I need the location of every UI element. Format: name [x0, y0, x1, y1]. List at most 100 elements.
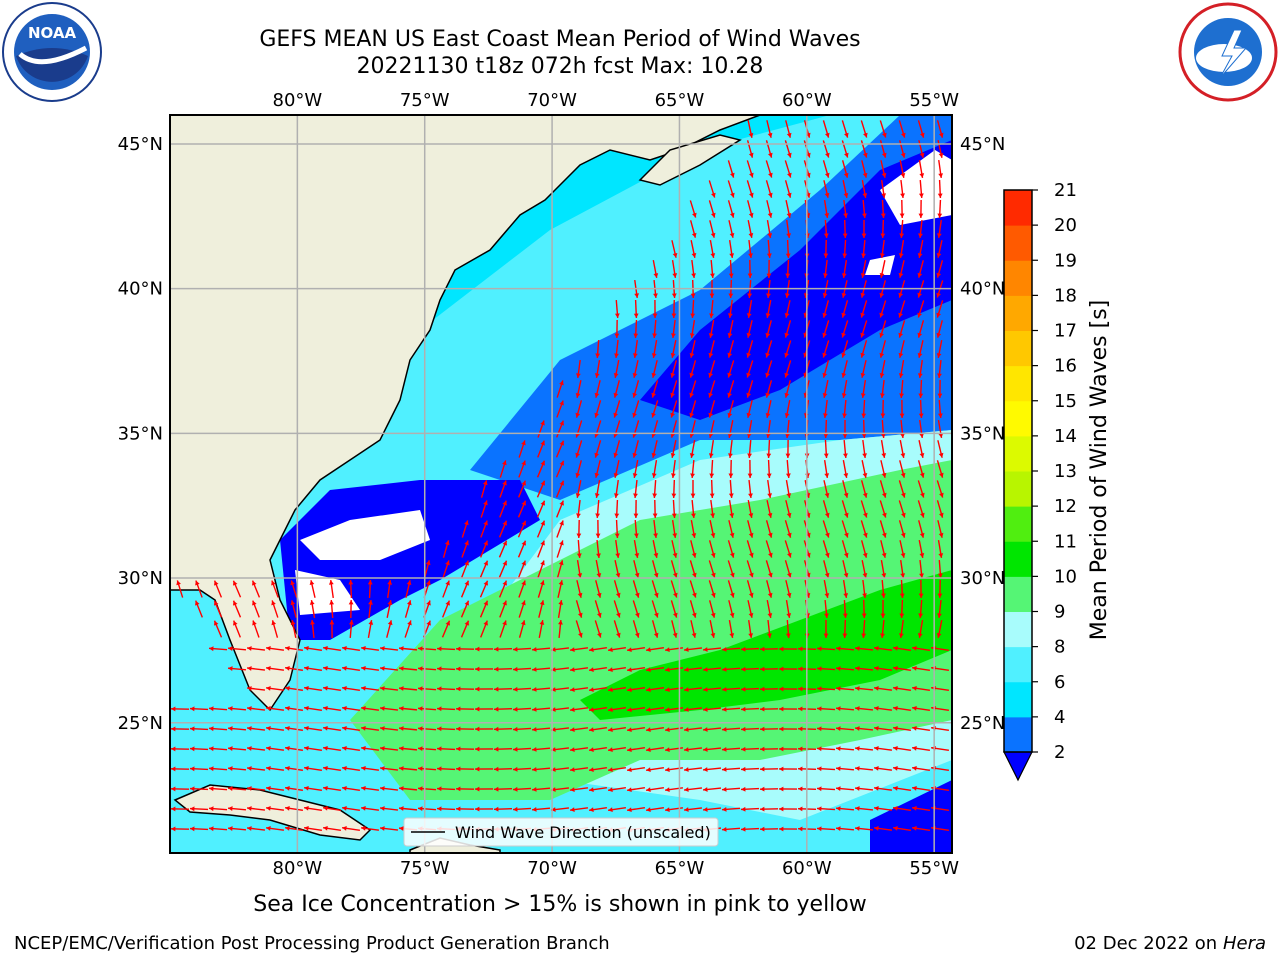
wave-direction-arrow	[879, 340, 887, 358]
wave-direction-arrow	[708, 560, 716, 578]
wave-direction-arrow	[740, 786, 760, 792]
wave-direction-arrow	[746, 360, 754, 378]
wave-direction-arrow	[576, 580, 583, 598]
wave-direction-arrow	[455, 666, 475, 672]
wave-direction-arrow	[721, 686, 741, 692]
wave-direction-arrow	[575, 400, 583, 418]
wave-direction-arrow	[822, 520, 830, 538]
date-text: 02 Dec 2022 on	[1074, 933, 1218, 954]
wave-direction-arrow	[835, 686, 855, 691]
wave-direction-arrow	[860, 300, 868, 318]
wave-direction-arrow	[671, 519, 678, 539]
wave-direction-arrow	[398, 706, 418, 711]
wave-direction-arrow	[683, 687, 703, 692]
wave-direction-arrow	[880, 199, 886, 219]
wave-direction-arrow	[746, 320, 753, 338]
wave-direction-arrow	[702, 707, 722, 712]
colorbar-label: Mean Period of Wind Waves [s]	[1087, 300, 1112, 640]
wave-direction-arrow	[360, 786, 380, 791]
wave-direction-arrow	[436, 746, 456, 752]
wave-direction-arrow	[690, 459, 695, 479]
wave-direction-arrow	[842, 599, 848, 619]
wave-direction-arrow	[721, 646, 741, 652]
wave-direction-arrow	[917, 460, 925, 478]
wave-direction-arrow	[899, 540, 906, 558]
wave-direction-arrow	[460, 620, 470, 638]
wave-direction-arrow	[861, 399, 867, 419]
wave-direction-arrow	[918, 179, 924, 199]
wave-direction-arrow	[816, 786, 836, 792]
wave-direction-arrow	[727, 160, 735, 178]
wave-direction-arrow	[284, 705, 304, 711]
wave-direction-arrow	[918, 199, 924, 219]
wave-direction-arrow	[860, 480, 868, 498]
wave-direction-arrow	[246, 746, 266, 751]
wave-direction-arrow	[633, 540, 640, 558]
wave-direction-arrow	[861, 419, 867, 439]
wave-direction-arrow	[550, 687, 570, 692]
wave-direction-arrow	[900, 419, 905, 439]
wave-direction-arrow	[626, 726, 646, 733]
nws-logo-icon	[1178, 2, 1278, 102]
wave-direction-arrow	[767, 619, 772, 639]
wave-direction-arrow	[740, 686, 760, 692]
wave-direction-arrow	[936, 620, 943, 638]
wave-direction-arrow	[689, 319, 696, 339]
wave-direction-arrow	[936, 300, 944, 318]
wave-direction-arrow	[436, 646, 456, 652]
wave-direction-arrow	[645, 667, 665, 673]
wave-direction-arrow	[854, 726, 874, 731]
wave-direction-arrow	[683, 727, 703, 732]
wave-direction-arrow	[607, 766, 627, 773]
wave-direction-arrow	[613, 580, 621, 598]
wave-direction-arrow	[740, 706, 760, 712]
wave-direction-arrow	[709, 459, 715, 479]
wave-direction-arrow	[645, 707, 665, 713]
wave-direction-arrow	[900, 179, 905, 199]
noaa-logo-icon: NOAA	[2, 2, 102, 102]
wave-direction-arrow	[632, 600, 640, 618]
wave-direction-arrow	[550, 667, 570, 672]
wave-direction-arrow	[632, 400, 640, 418]
wave-direction-arrow	[265, 746, 285, 751]
wave-direction-arrow	[785, 480, 792, 498]
wave-direction-arrow	[899, 440, 906, 458]
wave-direction-arrow	[881, 579, 886, 599]
period-band-south-deep	[870, 780, 952, 853]
wave-direction-arrow	[841, 500, 849, 518]
wave-direction-arrow	[917, 340, 924, 358]
wave-direction-arrow	[842, 619, 848, 639]
wave-direction-arrow	[671, 459, 676, 479]
wave-direction-arrow	[746, 300, 753, 318]
wave-direction-arrow	[189, 706, 209, 712]
wave-direction-arrow	[588, 667, 608, 673]
wave-direction-arrow	[303, 705, 323, 712]
wave-direction-arrow	[189, 786, 209, 792]
wave-direction-arrow	[265, 806, 285, 811]
wave-direction-arrow	[474, 666, 494, 672]
wave-direction-arrow	[683, 747, 703, 752]
wave-direction-arrow	[208, 746, 228, 752]
wave-direction-arrow	[778, 726, 798, 732]
wave-direction-arrow	[880, 179, 887, 199]
wave-direction-arrow	[271, 620, 279, 638]
wave-direction-arrow	[670, 560, 678, 578]
colorbar-segment	[1004, 471, 1032, 507]
longitude-labels-bottom: 80°W 75°W 70°W 65°W 60°W 55°W	[273, 858, 960, 879]
wave-direction-arrow	[785, 600, 792, 618]
wave-direction-arrow	[550, 727, 570, 732]
wave-direction-arrow	[284, 665, 304, 671]
colorbar-tick-label: 18	[1054, 285, 1077, 306]
wave-direction-arrow	[759, 726, 779, 732]
wave-direction-arrow	[898, 320, 906, 338]
wave-direction-arrow	[670, 440, 677, 458]
wave-direction-arrow	[227, 826, 247, 831]
wave-direction-arrow	[246, 766, 266, 771]
wave-direction-arrow	[607, 806, 627, 813]
colorbar-tick-label: 17	[1054, 321, 1077, 342]
wave-direction-arrow	[613, 620, 621, 638]
wave-direction-arrow	[645, 747, 665, 753]
wave-direction-arrow	[556, 400, 564, 418]
lat-label: 30°N	[118, 568, 163, 589]
wave-direction-arrow	[708, 580, 716, 598]
